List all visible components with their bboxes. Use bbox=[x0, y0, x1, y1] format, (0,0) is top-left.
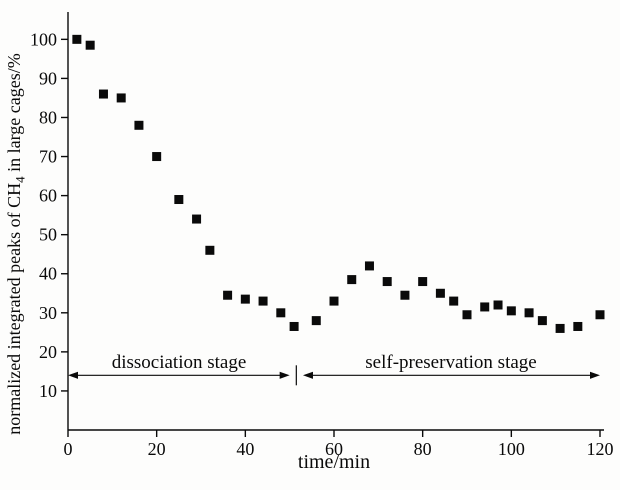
data-point bbox=[595, 310, 605, 320]
y-tick-label: 100 bbox=[30, 29, 57, 49]
data-point bbox=[524, 308, 534, 318]
x-axis-title: time/min bbox=[297, 451, 371, 473]
data-point bbox=[258, 296, 268, 306]
stage-annotation bbox=[68, 365, 600, 386]
data-point bbox=[506, 306, 516, 316]
data-point bbox=[116, 93, 126, 103]
y-axis-title: normalized integrated peaks of CH4 in la… bbox=[4, 0, 31, 488]
y-tick-label: 40 bbox=[39, 264, 57, 284]
y-tick-label: 10 bbox=[39, 381, 57, 401]
x-tick-label: 60 bbox=[325, 439, 343, 459]
stage-arrow-dissociation bbox=[68, 371, 290, 379]
stage-label-self-preservation: self-preservation stage bbox=[365, 352, 537, 373]
y-axis-title-suffix: in large cages/% bbox=[4, 53, 24, 177]
y-tick-label: 50 bbox=[39, 225, 57, 245]
stage-arrow-self-preservation bbox=[302, 371, 600, 379]
data-point bbox=[555, 323, 565, 333]
x-tick-label: 40 bbox=[236, 439, 254, 459]
y-tick-label: 30 bbox=[39, 303, 57, 323]
x-tick-label: 100 bbox=[498, 439, 525, 459]
x-tick-label: 120 bbox=[587, 439, 614, 459]
data-point bbox=[311, 316, 321, 326]
data-point bbox=[240, 294, 250, 304]
data-point bbox=[192, 214, 202, 224]
data-point bbox=[573, 321, 583, 331]
data-point bbox=[449, 296, 459, 306]
data-points bbox=[72, 34, 605, 333]
data-point bbox=[98, 89, 108, 99]
axes bbox=[61, 12, 604, 437]
data-point bbox=[400, 290, 410, 300]
x-tick-label: 20 bbox=[148, 439, 166, 459]
data-point bbox=[462, 310, 472, 320]
data-point bbox=[418, 277, 428, 287]
data-point bbox=[72, 34, 82, 44]
x-tick-label: 0 bbox=[64, 439, 73, 459]
y-tick-label: 20 bbox=[39, 342, 57, 362]
data-point bbox=[493, 300, 503, 310]
data-point bbox=[480, 302, 490, 312]
data-point bbox=[382, 277, 392, 287]
data-point bbox=[85, 40, 95, 50]
data-point bbox=[435, 288, 445, 298]
data-point bbox=[223, 290, 233, 300]
data-point bbox=[276, 308, 286, 318]
data-point bbox=[174, 195, 184, 205]
data-point bbox=[347, 275, 357, 285]
stage-label-dissociation: dissociation stage bbox=[111, 352, 247, 373]
y-axis-title-prefix: normalized integrated peaks of CH bbox=[4, 182, 24, 435]
y-tick-label: 70 bbox=[39, 147, 57, 167]
y-axis-title-subscript: 4 bbox=[12, 176, 28, 183]
y-tick-label: 80 bbox=[39, 107, 57, 127]
y-tick-label: 60 bbox=[39, 186, 57, 206]
x-tick-label: 80 bbox=[414, 439, 432, 459]
data-point bbox=[537, 316, 547, 326]
data-point bbox=[289, 321, 299, 331]
data-point bbox=[152, 152, 162, 162]
y-tick-label: 90 bbox=[39, 68, 57, 88]
data-point bbox=[134, 120, 144, 130]
tick-labels: 0 20 40 60 80 100 120 10 20 30 40 50 60 70 80 90 100 bbox=[30, 29, 614, 459]
data-point bbox=[329, 296, 339, 306]
data-point bbox=[364, 261, 374, 271]
data-point bbox=[205, 245, 215, 255]
